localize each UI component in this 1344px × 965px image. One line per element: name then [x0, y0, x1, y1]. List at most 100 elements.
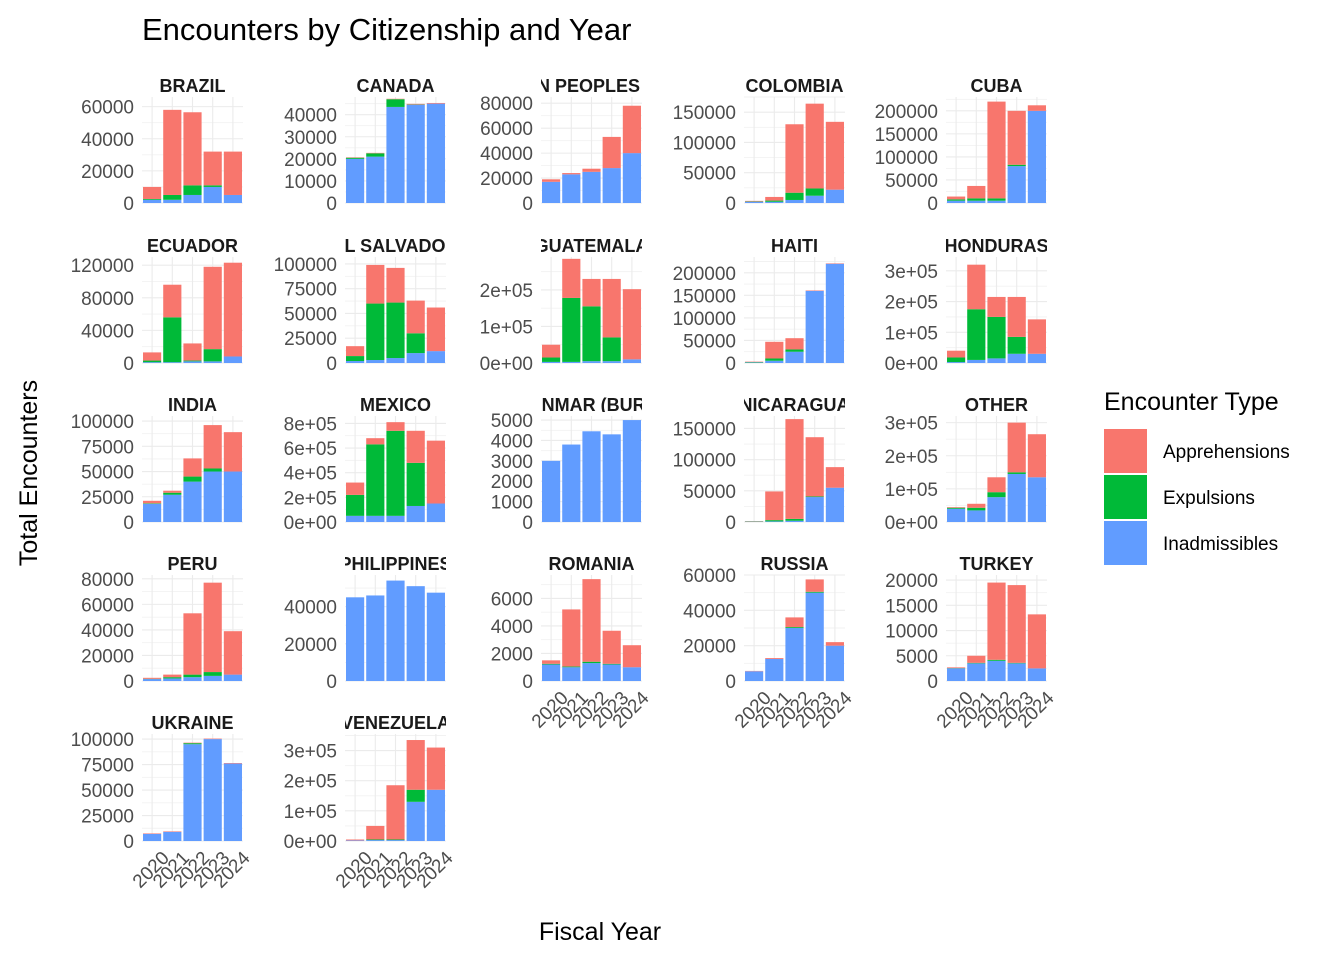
y-tick-label: 0 [123, 513, 134, 534]
y-tick-label: 4e+05 [284, 464, 337, 485]
y-tick-label: 150000 [673, 286, 736, 307]
bar-peru-2022-inadmissibles [183, 677, 201, 681]
legend-key-expulsions [1104, 475, 1147, 519]
bar-romania-2023-apprehensions [603, 631, 621, 664]
bar-russia-2020-inadmissibles [745, 671, 763, 681]
bar-ecuador-2020-expulsions [143, 361, 161, 363]
bar-nicaragua-2023-inadmissibles [806, 497, 824, 522]
bar-myanmar-burma-2023-inadmissibles [603, 434, 621, 522]
y-tick-label: 60000 [81, 595, 134, 616]
bar-mexico-2020-inadmissibles [346, 516, 364, 522]
bar-other-2020-expulsions [947, 508, 965, 509]
bar-romania-2022-inadmissibles [582, 663, 600, 681]
y-tick-label: 0 [725, 513, 736, 534]
bar-ecuador-2022-inadmissibles [183, 361, 201, 363]
bar-brazil-2020-expulsions [143, 199, 161, 200]
bar-guatemala-2023-inadmissibles [603, 361, 621, 363]
bar-cuba-2021-expulsions [967, 198, 985, 200]
bar-russia-2022-inadmissibles [785, 628, 803, 681]
bar-colombia-2024-apprehensions [826, 122, 844, 190]
y-tick-label: 0 [927, 672, 938, 693]
bar-colombia-2022-expulsions [785, 193, 803, 200]
bar-el-salvador-2020-expulsions [346, 356, 364, 361]
y-tick-label: 3e+05 [885, 262, 938, 283]
bar-india-2020-inadmissibles [143, 504, 161, 522]
facet-title: VENEZUELA [341, 713, 450, 733]
y-tick-label: 20000 [81, 646, 134, 667]
bar-colombia-2021-apprehensions [765, 197, 783, 201]
bar-nicaragua-2021-expulsions [765, 520, 783, 521]
bar-other-2022-expulsions [987, 492, 1005, 497]
bar-myanmar-burma-2022-inadmissibles [582, 431, 600, 522]
bar-mexico-2021-apprehensions [366, 438, 384, 444]
bar-cuba-2020-expulsions [947, 199, 965, 200]
bar-cuba-2022-apprehensions [987, 102, 1005, 199]
y-tick-label: 0 [522, 513, 533, 534]
bar-mexico-2023-inadmissibles [407, 506, 425, 522]
y-tick-label: 80000 [81, 289, 134, 310]
bar-romania-2021-apprehensions [562, 609, 580, 666]
y-tick-label: 20000 [885, 571, 938, 592]
bar-cuba-2021-apprehensions [967, 186, 985, 198]
bar-mexico-2022-expulsions [386, 431, 404, 516]
bar-peru-2022-apprehensions [183, 613, 201, 674]
bar-colombia-2021-expulsions [765, 201, 783, 202]
legend-label: Inadmissibles [1163, 534, 1278, 555]
bar-cuba-2024-apprehensions [1028, 105, 1046, 111]
bar-nicaragua-2022-expulsions [785, 519, 803, 521]
bar-canada-2020-inadmissibles [346, 159, 364, 203]
facet-title: INDIA [168, 395, 217, 415]
bar-colombia-2022-apprehensions [785, 124, 803, 192]
bar-romania-2020-expulsions [542, 664, 560, 665]
bar-nicaragua-2021-apprehensions [765, 491, 783, 520]
y-tick-label: 0e+00 [284, 513, 337, 534]
bar-russia-2023-apprehensions [806, 579, 824, 591]
bar-canada-2023-apprehensions [407, 104, 425, 105]
bar-turkey-2024-inadmissibles [1028, 668, 1046, 681]
y-tick-label: 0 [326, 194, 337, 215]
y-tick-label: 1000 [491, 493, 533, 514]
bar-colombia-2020-apprehensions [745, 201, 763, 202]
bar-other-2023-expulsions [1008, 472, 1026, 474]
bar-venezuela-2021-expulsions [366, 839, 384, 840]
y-tick-label: 100000 [673, 309, 736, 330]
bar-cuba-2022-expulsions [987, 198, 1005, 200]
bar-guatemala-2022-apprehensions [582, 279, 600, 306]
y-tick-label: 20000 [284, 635, 337, 656]
bar-philippines-2023-inadmissibles [407, 586, 425, 681]
x-axis-title: Fiscal Year [539, 918, 661, 946]
y-tick-label: 2e+05 [284, 772, 337, 793]
y-tick-label: 150000 [673, 419, 736, 440]
bar-cuba-2023-apprehensions [1008, 111, 1026, 165]
bar-honduras-2021-apprehensions [967, 265, 985, 310]
bar-venezuela-2023-expulsions [407, 790, 425, 802]
bar-venezuela-2024-apprehensions [427, 748, 445, 790]
y-tick-label: 100000 [71, 730, 134, 751]
bar-peru-2022-expulsions [183, 675, 201, 678]
bar-other-2020-inadmissibles [947, 509, 965, 522]
y-tick-label: 0 [725, 672, 736, 693]
bar-peru-2020-apprehensions [143, 678, 161, 679]
y-tick-label: 3000 [491, 452, 533, 473]
bar-romania-2023-inadmissibles [603, 664, 621, 681]
y-axis-title: Total Encounters [15, 380, 43, 566]
y-tick-label: 25000 [81, 807, 134, 828]
bar-india-2023-apprehensions [204, 425, 222, 468]
bar-other-2023-apprehensions [1008, 423, 1026, 473]
bar-cuba-2021-inadmissibles [967, 201, 985, 203]
bar-brazil-2022-expulsions [183, 185, 201, 195]
bar-honduras-2023-inadmissibles [1008, 354, 1026, 363]
bar-honduras-2020-inadmissibles [947, 362, 965, 363]
bar-ecuador-2022-apprehensions [183, 343, 201, 360]
bar-brazil-2024-apprehensions [224, 152, 242, 195]
bar-ukraine-2021-apprehensions [163, 831, 181, 832]
y-tick-label: 40000 [284, 106, 337, 127]
bar-turkey-2021-expulsions [967, 663, 985, 664]
bar-mexico-2024-inadmissibles [427, 504, 445, 522]
y-tick-label: 0 [522, 672, 533, 693]
y-tick-label: 60000 [81, 98, 134, 119]
